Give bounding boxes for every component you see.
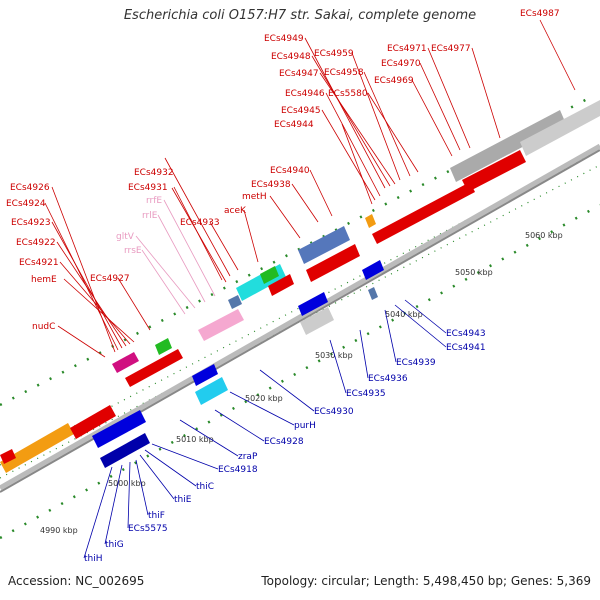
gene-label[interactable]: ECs4924: [6, 199, 46, 209]
feature-blue-block-2: [100, 433, 150, 468]
feature-red-arrows-4: [462, 150, 526, 192]
gene-label[interactable]: ECs4926: [10, 183, 50, 193]
feature-orange-small: [365, 214, 376, 228]
gene-label[interactable]: ECs4946: [285, 89, 325, 99]
top-leader-lines: [44, 19, 576, 358]
gene-label[interactable]: ECs5575: [128, 524, 168, 534]
gene-label[interactable]: gltV: [116, 232, 135, 242]
gene-label[interactable]: ECs4932: [134, 168, 174, 178]
gene-label[interactable]: ECs4943: [446, 329, 486, 339]
gene-label[interactable]: thiG: [105, 540, 124, 550]
map-title: Escherichia coli O157:H7 str. Sakai, com…: [123, 8, 477, 23]
gene-label[interactable]: ECs4969: [374, 76, 414, 86]
kbp-label: 5020 kbp: [245, 394, 283, 403]
feature-rna-block: [198, 309, 244, 341]
gene-label[interactable]: thiE: [174, 495, 192, 505]
feature-gray-block-3: [300, 307, 334, 335]
gene-label[interactable]: ECs4949: [264, 34, 304, 44]
reverse-features: [92, 260, 384, 468]
feature-gray-block-2: [520, 100, 600, 156]
gene-label[interactable]: ECs4918: [218, 465, 258, 475]
kbp-label: 4990 kbp: [40, 526, 78, 535]
feature-red-arrow-2: [268, 274, 294, 296]
kbp-label: 5060 kbp: [525, 231, 563, 240]
feature-blue-arrows-2: [298, 292, 328, 316]
feature-magenta-block: [112, 352, 139, 373]
gene-label[interactable]: ECs4939: [396, 358, 436, 368]
feature-green-block-2: [260, 266, 279, 284]
gene-label[interactable]: zraP: [238, 452, 258, 462]
feature-blue-arrows: [192, 364, 218, 386]
forward-features: [0, 100, 600, 473]
rna-leader-lines: [135, 199, 216, 315]
gene-label[interactable]: ECs4947: [279, 69, 319, 79]
kbp-labels: 4990 kbp 5000 kbp 5010 kbp 5020 kbp 5030…: [40, 231, 563, 535]
gene-label[interactable]: rrfE: [146, 196, 162, 206]
gene-label[interactable]: ECs4948: [271, 52, 311, 62]
gene-label[interactable]: ECs4935: [346, 389, 386, 399]
gene-label[interactable]: ECs4977: [431, 44, 471, 54]
gene-label[interactable]: ECs4927: [90, 274, 130, 284]
gene-label[interactable]: aceK: [224, 206, 247, 216]
backbone-outer: [0, 143, 600, 491]
feature-red-arrow: [70, 405, 116, 439]
gene-label[interactable]: rrlE: [142, 211, 158, 221]
inner-dotted-guide: [0, 203, 600, 540]
gene-label[interactable]: nudC: [32, 322, 55, 332]
gene-label[interactable]: ECs4933: [180, 218, 220, 228]
gene-label[interactable]: ECs4959: [314, 49, 354, 59]
gene-label[interactable]: ECs4931: [128, 183, 168, 193]
gene-label[interactable]: ECs4958: [324, 68, 364, 78]
kbp-label: 5000 kbp: [108, 479, 146, 488]
gene-label[interactable]: ECs4987: [520, 9, 560, 19]
feature-gray-block: [450, 110, 566, 182]
gene-label[interactable]: metH: [242, 192, 267, 202]
gene-label[interactable]: ECs4923: [11, 218, 51, 228]
kbp-label: 5010 kbp: [176, 435, 214, 444]
topology-text: Topology: circular; Length: 5,498,450 bp…: [261, 574, 591, 588]
bottom-gene-labels: ECs4943 ECs4941 ECs4939 ECs4936 ECs4935 …: [84, 329, 486, 564]
gene-label[interactable]: thiC: [196, 482, 214, 492]
kbp-label: 5030 kbp: [315, 351, 353, 360]
gene-label[interactable]: ECs4940: [270, 166, 310, 176]
gene-label[interactable]: thiH: [84, 554, 103, 564]
gene-label[interactable]: ECs4945: [281, 106, 321, 116]
feature-green-block: [155, 338, 172, 355]
kbp-label: 5040 kbp: [385, 310, 423, 319]
feature-slate-block-2: [298, 226, 350, 264]
gene-label[interactable]: ECs4922: [16, 238, 56, 248]
feature-blue-block: [92, 410, 146, 448]
gene-label[interactable]: ECs4941: [446, 343, 486, 353]
gene-label[interactable]: ECs4970: [381, 59, 421, 69]
feature-orange-block: [0, 423, 74, 473]
mid-dotted-guide-2: [0, 164, 600, 479]
gene-label[interactable]: ECs4938: [251, 180, 291, 190]
bottom-leader-lines: [83, 299, 447, 559]
top-gene-labels: ECs4926 ECs4924 ECs4923 ECs4922 ECs4921 …: [6, 9, 560, 332]
feature-cyan-block-2: [195, 377, 228, 405]
gene-label[interactable]: hemE: [31, 275, 57, 285]
gene-label[interactable]: ECs4930: [314, 407, 354, 417]
accession-text: Accession: NC_002695: [8, 574, 145, 588]
feature-red-edge: [0, 449, 16, 464]
feature-red-arrows: [125, 349, 183, 387]
gene-label[interactable]: ECs4944: [274, 120, 314, 130]
gene-label[interactable]: purH: [294, 421, 316, 431]
gene-label[interactable]: ECs5580: [328, 89, 368, 99]
feature-blue-arrows-3: [362, 260, 384, 280]
kbp-label: 5050 kbp: [455, 268, 493, 277]
gene-label[interactable]: ECs4971: [387, 44, 427, 54]
gene-label[interactable]: ECs4928: [264, 437, 304, 447]
gene-label[interactable]: thiF: [148, 511, 165, 521]
gene-label[interactable]: ECs4921: [19, 258, 59, 268]
feature-slate-small: [368, 287, 378, 300]
gene-label[interactable]: ECs4936: [368, 374, 408, 384]
feature-red-arrows-2: [306, 244, 360, 282]
feature-red-arrows-3: [372, 182, 475, 244]
feature-slate-block: [228, 295, 242, 309]
gene-label[interactable]: rrsE: [124, 246, 142, 256]
